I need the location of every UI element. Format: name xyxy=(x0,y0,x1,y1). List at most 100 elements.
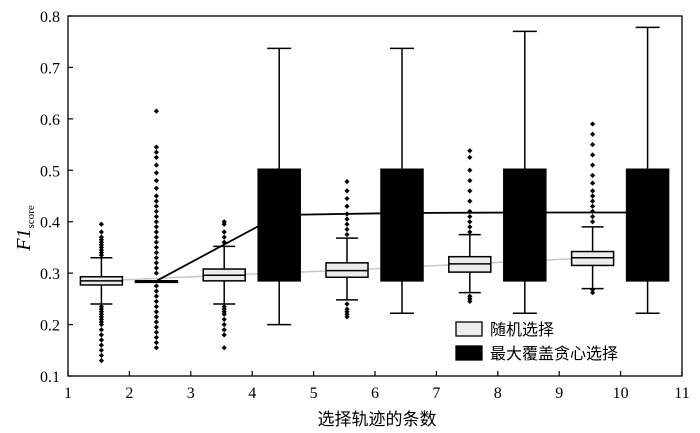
box-rect xyxy=(380,168,424,282)
outlier-point xyxy=(590,287,596,293)
outlier-point xyxy=(467,167,473,173)
outlier-point xyxy=(344,195,350,202)
outlier-point xyxy=(344,226,350,233)
outlier-point xyxy=(590,172,596,179)
outlier-point xyxy=(153,224,159,230)
outlier-point xyxy=(153,298,159,305)
outlier-point xyxy=(590,121,596,127)
outlier-point xyxy=(590,219,596,225)
outlier-point xyxy=(153,219,159,225)
outlier-point xyxy=(153,198,159,204)
outlier-point xyxy=(153,314,159,320)
box-series-2-x-10 xyxy=(625,26,670,315)
outlier-point xyxy=(153,177,159,184)
x-tick-label: 6 xyxy=(371,385,379,402)
y-tick-label: 0.4 xyxy=(40,215,60,232)
y-tick-label: 0.1 xyxy=(40,369,60,386)
outlier-point xyxy=(590,152,596,158)
outlier-point xyxy=(590,198,596,204)
x-tick-label: 9 xyxy=(555,385,563,402)
y-tick-label: 0.3 xyxy=(40,266,60,283)
x-tick-label: 3 xyxy=(187,385,195,402)
outlier-point xyxy=(467,208,473,215)
outlier-point xyxy=(344,221,350,227)
outlier-point xyxy=(153,260,159,266)
outlier-point xyxy=(153,244,159,251)
outlier-point xyxy=(153,249,159,256)
x-tick-label: 7 xyxy=(432,385,440,402)
outlier-point xyxy=(98,332,104,338)
y-axis-title-main: F1 xyxy=(13,229,35,252)
outlier-point xyxy=(467,224,473,230)
axis-titles: 选择轨迹的条数 F1score xyxy=(13,205,437,430)
outlier-point xyxy=(98,357,104,364)
outlier-point xyxy=(590,131,596,137)
x-tick-label: 2 xyxy=(125,385,133,402)
legend-label-series-1: 随机选择 xyxy=(490,320,554,339)
outlier-point xyxy=(153,213,159,220)
outlier-point xyxy=(153,149,159,155)
box-rect xyxy=(503,168,547,282)
outlier-point xyxy=(153,283,159,289)
outlier-point xyxy=(590,193,596,199)
outlier-point xyxy=(467,148,473,154)
outlier-point xyxy=(467,219,473,225)
outlier-point xyxy=(153,108,159,114)
outlier-point xyxy=(344,231,350,238)
outlier-point xyxy=(153,309,159,315)
outlier-point xyxy=(221,316,227,323)
outlier-point xyxy=(590,180,596,186)
outlier-point xyxy=(467,293,473,299)
box-rect xyxy=(570,250,615,267)
outlier-point xyxy=(153,303,159,310)
box-series-2-x-8 xyxy=(503,30,547,315)
outlier-point xyxy=(590,141,596,148)
outlier-point xyxy=(153,208,159,215)
outlier-point xyxy=(344,203,350,209)
outlier-point xyxy=(98,327,104,333)
y-tick-label: 0.8 xyxy=(40,9,60,26)
outlier-point xyxy=(98,337,104,343)
outlier-point xyxy=(221,234,227,240)
outlier-point xyxy=(221,303,227,310)
legend-swatch-series-2 xyxy=(455,345,483,361)
outlier-point xyxy=(153,203,159,209)
outlier-point xyxy=(153,345,159,351)
outlier-point xyxy=(153,229,159,235)
outlier-point xyxy=(221,321,227,328)
outlier-point xyxy=(153,255,159,261)
outlier-point xyxy=(344,216,350,222)
outlier-point xyxy=(153,334,159,341)
outlier-point xyxy=(221,327,227,333)
outlier-point xyxy=(153,319,159,325)
box-rect xyxy=(625,168,670,282)
outlier-point xyxy=(98,303,104,310)
x-tick-label: 4 xyxy=(248,385,256,402)
x-axis-title: 选择轨迹的条数 xyxy=(318,410,437,430)
outlier-point xyxy=(344,306,350,312)
plot-frame xyxy=(67,15,683,377)
outlier-point xyxy=(153,162,159,168)
box-series-2-x-4 xyxy=(257,47,301,326)
box-rect xyxy=(257,168,301,282)
legend-swatch-series-1 xyxy=(455,321,483,337)
outlier-point xyxy=(467,177,473,184)
y-tick-label: 0.2 xyxy=(40,318,60,335)
y-axis-title-sub: score xyxy=(25,205,37,228)
y-axis-title: F1score xyxy=(13,205,37,252)
outlier-point xyxy=(98,221,104,227)
x-tick-label: 8 xyxy=(494,385,502,402)
outlier-point xyxy=(98,352,104,359)
y-tick-label: 0.6 xyxy=(40,112,60,129)
outlier-point xyxy=(98,229,104,235)
outlier-point xyxy=(98,342,104,348)
outlier-point xyxy=(467,213,473,220)
outlier-point xyxy=(221,345,227,351)
box-series-1-x-10 xyxy=(570,121,615,296)
outlier-point xyxy=(221,219,227,225)
outlier-point xyxy=(590,290,596,296)
outlier-point xyxy=(467,188,473,194)
axes: 1 2 3 4 5 6 7 8 9 10 11 0.1 0.2 0.3 0.4 0.5 0.6 0.7 0.8 xyxy=(40,9,690,402)
